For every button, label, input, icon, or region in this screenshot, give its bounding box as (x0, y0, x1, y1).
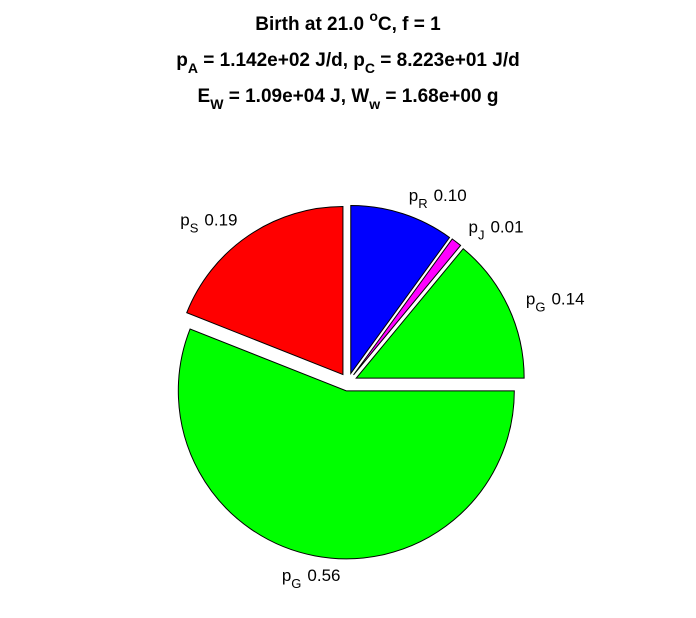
slice-label: pJ 0.01 (468, 218, 523, 243)
slice-label: pR 0.10 (409, 186, 467, 211)
label-name: p (468, 218, 477, 237)
title-segment: = 8.223e+01 J/d (375, 50, 520, 71)
pie-slice (186, 206, 344, 376)
label-name: p (409, 186, 418, 205)
label-subscript: G (535, 299, 545, 314)
title-segment: w (368, 96, 380, 112)
chart-title: pA = 1.142e+02 J/d, pC = 8.223e+01 J/d (176, 50, 519, 76)
title-segment: C (365, 60, 375, 76)
slice-label: pS 0.19 (180, 210, 237, 235)
pie-slice (177, 328, 515, 560)
title-segment: = 1.09e+04 J, W (223, 86, 369, 107)
chart-title: EW = 1.09e+04 J, Ww = 1.68e+00 g (198, 86, 499, 112)
title-segment: E (198, 86, 211, 107)
title-segment: C, f = 1 (378, 14, 441, 35)
slice-label: pG 0.56 (282, 566, 341, 591)
title-segment: o (369, 8, 378, 24)
label-name: p (180, 210, 189, 229)
label-value: 0.56 (307, 566, 340, 585)
chart-title: Birth at 21.0 oC, f = 1 (255, 8, 441, 35)
title-segment: p (176, 50, 188, 71)
label-subscript: S (190, 220, 199, 235)
title-segment: = 1.142e+02 J/d, p (198, 50, 365, 71)
pie-slice (353, 238, 462, 376)
label-value: 0.14 (551, 289, 584, 308)
pie-slice (355, 248, 525, 379)
label-name: p (282, 566, 291, 585)
label-subscript: G (291, 576, 301, 591)
pie-slice (350, 204, 451, 375)
slice-label: pG 0.14 (526, 289, 585, 314)
label-subscript: R (418, 196, 427, 211)
title-segment: W (210, 96, 224, 112)
title-segment: = 1.68e+00 g (380, 86, 498, 107)
label-value: 0.19 (204, 210, 237, 229)
label-value: 0.01 (490, 218, 523, 237)
title-segment: Birth at 21.0 (255, 14, 369, 35)
label-subscript: J (478, 228, 485, 243)
label-value: 0.10 (434, 186, 467, 205)
title-segment: A (188, 60, 198, 76)
label-name: p (526, 289, 535, 308)
